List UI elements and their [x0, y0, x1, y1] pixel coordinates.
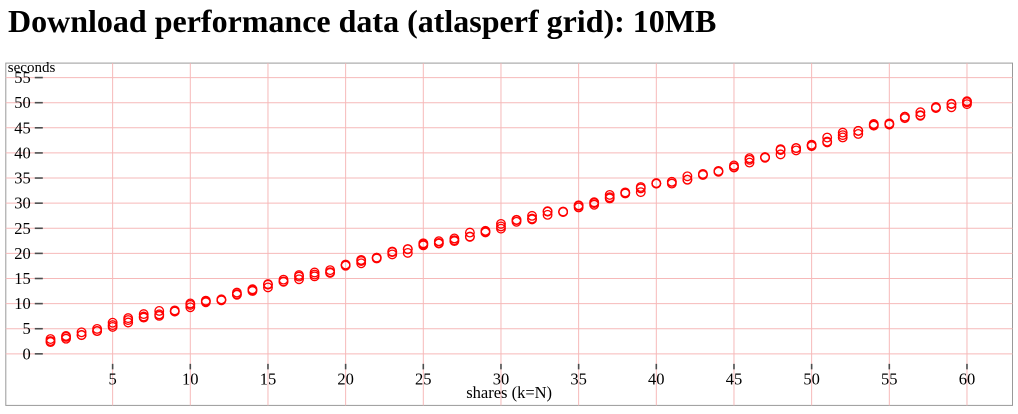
svg-text:15: 15: [14, 269, 31, 288]
svg-text:40: 40: [14, 143, 31, 162]
svg-text:5: 5: [23, 319, 31, 338]
svg-text:10: 10: [182, 369, 199, 388]
svg-text:shares (k=N): shares (k=N): [466, 383, 552, 402]
svg-text:55: 55: [881, 369, 898, 388]
svg-text:10: 10: [14, 294, 31, 313]
svg-text:40: 40: [648, 369, 665, 388]
svg-text:20: 20: [14, 244, 31, 263]
svg-text:60: 60: [959, 369, 976, 388]
svg-text:0: 0: [23, 344, 31, 363]
svg-text:50: 50: [803, 369, 820, 388]
svg-text:45: 45: [14, 118, 31, 137]
svg-text:25: 25: [415, 369, 432, 388]
svg-text:20: 20: [337, 369, 354, 388]
svg-text:seconds: seconds: [8, 60, 56, 76]
svg-text:25: 25: [14, 219, 31, 238]
svg-text:50: 50: [14, 93, 31, 112]
svg-text:30: 30: [14, 194, 31, 213]
svg-text:15: 15: [260, 369, 277, 388]
svg-text:35: 35: [570, 369, 587, 388]
svg-text:35: 35: [14, 169, 31, 188]
svg-text:5: 5: [109, 369, 117, 388]
svg-text:45: 45: [726, 369, 743, 388]
